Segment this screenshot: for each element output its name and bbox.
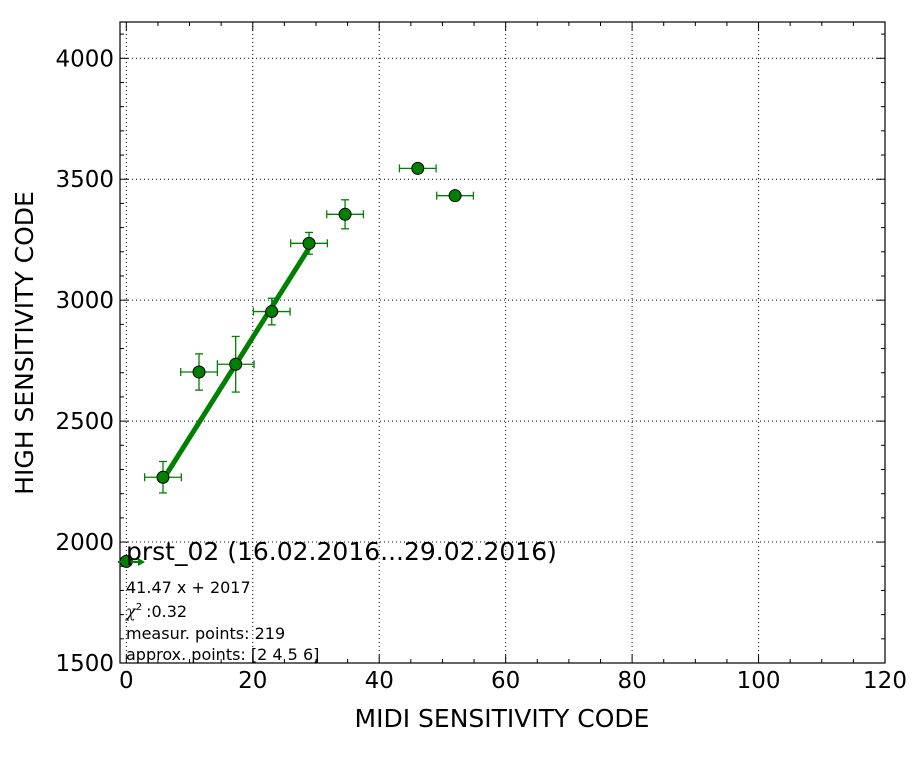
data-point-4 [265,305,279,319]
chi2-exponent: 2 [136,602,142,613]
error-bars [144,164,475,494]
x-tick-label: 40 [365,668,394,694]
legend-marker-arrow [138,558,145,566]
data-point-6 [338,207,352,221]
data-point-8 [448,189,462,203]
x-tick-label: 0 [119,668,134,694]
data-point-5 [302,236,316,250]
y-tick-label: 4000 [55,46,114,72]
x-tick-label: 60 [491,668,520,694]
data-point-7 [411,161,425,175]
plot-frame [119,21,886,664]
grid-lines [120,22,885,663]
annotation-chi2: χ2 :0.32 [125,602,187,621]
x-axis-label: MIDI SENSITIVITY CODE [355,704,650,733]
x-tick-label: 80 [617,668,646,694]
annotation-title: prst_02 (16.02.2016...29.02.2016) [126,537,557,566]
data-point-2 [192,365,206,379]
y-tick-label: 3500 [55,167,114,193]
chi2-symbol: χ [125,602,137,621]
annotation-equation: 41.47 x + 2017 [126,578,251,597]
data-point-3 [229,357,243,371]
y-tick-label: 2500 [55,409,114,435]
x-tick-label: 20 [238,668,267,694]
annotation-box: prst_02 (16.02.2016...29.02.2016) 41.47 … [118,537,557,664]
data-point-1 [156,470,170,484]
x-tick-label: 100 [737,668,781,694]
ticks [120,22,886,664]
tick-labels: 0 20 40 60 80 100 120 1500 2000 2500 3000 3500 4000 [55,46,907,694]
legend-marker [118,558,145,566]
x-tick-label: 120 [863,668,907,694]
y-tick-label: 3000 [55,288,114,314]
y-tick-label: 2000 [55,530,114,556]
data-points [119,161,462,568]
annotation-approx-points: approx. points: [2 4 5 6] [126,645,319,664]
annotation-measur-points: measur. points: 219 [126,624,285,643]
chi2-value: :0.32 [146,602,187,621]
y-axis-label: HIGH SENSITIVITY CODE [10,191,39,495]
y-tick-label: 1500 [55,651,114,677]
